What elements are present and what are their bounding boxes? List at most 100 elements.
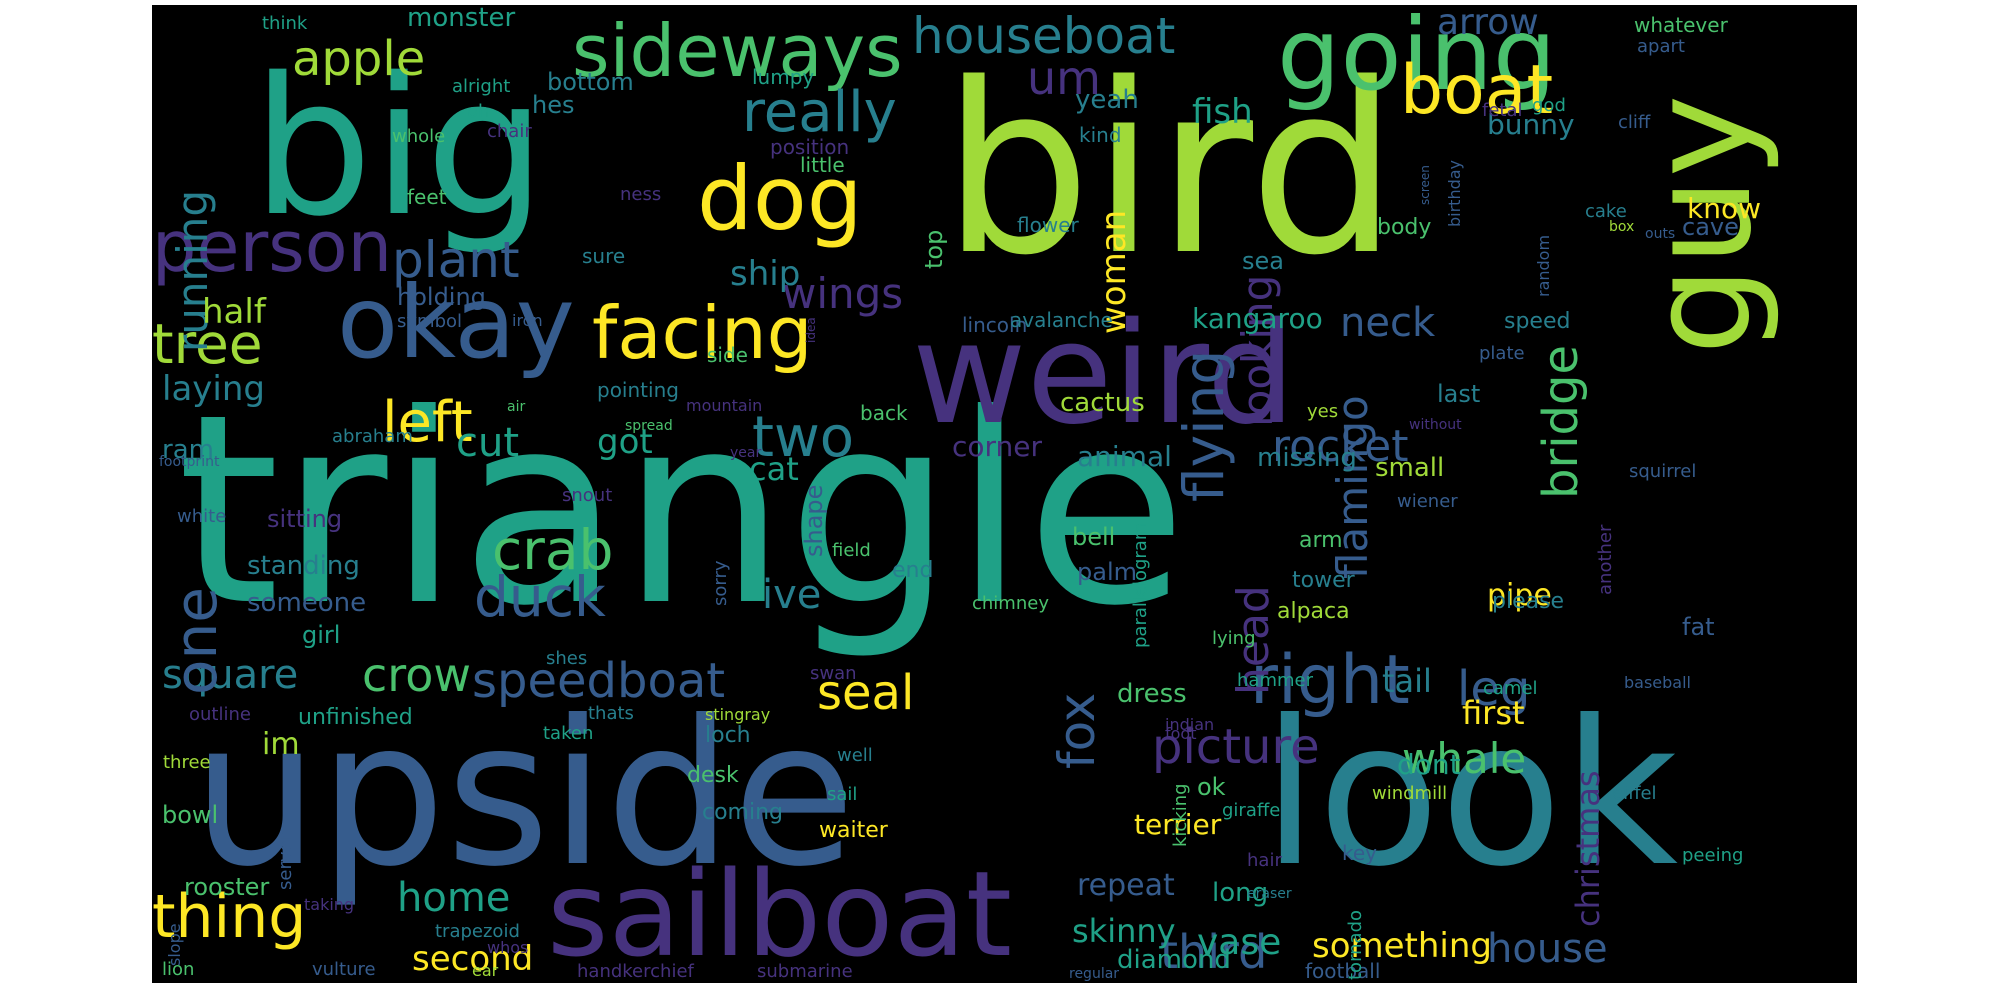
word-coming: coming	[702, 800, 784, 825]
word-terrier: terrier	[1134, 808, 1222, 841]
word-thats: thats	[588, 703, 634, 724]
word-birthday: birthday	[1445, 159, 1464, 227]
word-outline: outline	[189, 704, 251, 725]
word-houseboat: houseboat	[912, 7, 1176, 65]
word-ram: ram	[162, 435, 214, 465]
word-stingray: stingray	[705, 705, 771, 724]
word-christmas: christmas	[1569, 770, 1607, 927]
word-desk: desk	[687, 763, 739, 788]
word-camel: camel	[1483, 678, 1538, 699]
word-looking: looking	[1233, 274, 1282, 427]
word-trapezoid: trapezoid	[435, 921, 520, 942]
word-alright: alright	[452, 76, 511, 97]
word-know: know	[1687, 192, 1761, 225]
word-animal: animal	[1077, 440, 1172, 473]
word-god: god	[1532, 95, 1566, 116]
word-left: left	[382, 390, 473, 455]
word-person: person	[152, 206, 392, 288]
word-whale: whale	[1402, 734, 1527, 783]
word-well: well	[837, 745, 873, 766]
word-picture: picture	[1152, 719, 1320, 775]
word-oh: oh	[467, 101, 490, 122]
word-crab: crab	[492, 518, 614, 582]
word-arm: arm	[1299, 528, 1343, 553]
word-footprint: footprint	[159, 454, 220, 470]
word-vulture: vulture	[312, 959, 376, 980]
word-apart: apart	[1637, 36, 1685, 57]
word-avalanche: avalanche	[1010, 308, 1113, 332]
word-abraham: abraham	[332, 426, 413, 447]
word-little: little	[800, 153, 845, 177]
word-cat: cat	[749, 450, 799, 488]
word-wiener: wiener	[1397, 491, 1458, 512]
word-arrow: arrow	[1437, 5, 1539, 43]
word-position: position	[770, 135, 850, 159]
word-ok: ok	[1197, 773, 1226, 801]
word-box: box	[1609, 219, 1635, 235]
word-bottom: bottom	[547, 68, 634, 96]
word-idea: idea	[804, 317, 818, 343]
word-bell: bell	[1072, 523, 1116, 551]
word-okay: okay	[337, 264, 575, 381]
word-look: look	[1262, 678, 1679, 911]
word-sailboat: sailboat	[547, 845, 1013, 983]
word-last: last	[1437, 380, 1481, 408]
word-weird: weird	[912, 293, 1296, 456]
word-year: year	[730, 445, 762, 461]
word-cactus: cactus	[1060, 388, 1145, 418]
word-regular: regular	[1069, 966, 1120, 982]
word-really: really	[742, 80, 897, 145]
word-body: body	[1377, 215, 1432, 240]
word-rooster: rooster	[184, 873, 270, 901]
word-football: football	[1305, 959, 1381, 983]
word-hammer: hammer	[1237, 670, 1313, 691]
word-mountain: mountain	[686, 396, 763, 415]
word-vase: vase	[1197, 922, 1282, 963]
word-fetal: fetal	[1482, 100, 1523, 121]
word-upside: upside	[192, 678, 856, 911]
word-waiter: waiter	[819, 818, 888, 843]
word-sideways: sideways	[572, 9, 903, 93]
word-lion: lion	[162, 959, 195, 980]
word-dress: dress	[1117, 679, 1187, 709]
word-corner: corner	[952, 430, 1043, 463]
word-ship: ship	[730, 254, 801, 294]
word-wings: wings	[782, 269, 904, 318]
word-palm: palm	[1077, 558, 1137, 586]
word-shes: shes	[546, 648, 588, 669]
word-shape: shape	[800, 484, 828, 557]
word-laying: laying	[162, 369, 265, 409]
word-fish: fish	[1192, 92, 1253, 132]
word-neck: neck	[1340, 300, 1436, 346]
word-alpaca: alpaca	[1277, 599, 1350, 624]
word-long: long	[1212, 878, 1269, 908]
word-hair: hair	[1247, 850, 1282, 871]
word-missing: missing	[1257, 443, 1357, 473]
word-holding: holding	[397, 283, 486, 311]
word-dont: dont	[1397, 748, 1461, 781]
word-fat: fat	[1682, 613, 1715, 641]
word-seal: seal	[817, 665, 915, 721]
word-peeing: peeing	[1682, 845, 1744, 866]
word-think: think	[262, 13, 308, 34]
word-lumpy: lumpy	[752, 65, 815, 89]
word-eraser: eraser	[1247, 886, 1292, 902]
word-home: home	[397, 875, 511, 921]
word-pointing: pointing	[597, 378, 679, 402]
word-baseball: baseball	[1624, 673, 1691, 692]
word-duck: duck	[474, 565, 606, 629]
word-sea: sea	[1242, 247, 1284, 275]
word-cloud: triangle bird big upside look weird guy sailboa…	[152, 5, 1857, 983]
word-speedboat: speedboat	[472, 653, 726, 709]
word-sure: sure	[582, 244, 626, 268]
word-flying: flying	[1172, 349, 1236, 502]
word-fox: fox	[1048, 692, 1106, 769]
word-outs: outs	[1645, 226, 1676, 242]
word-server: server	[275, 833, 296, 890]
word-im: im	[262, 727, 300, 762]
word-submarine: submarine	[757, 961, 853, 982]
word-swan: swan	[810, 663, 857, 684]
word-key: key	[1342, 841, 1378, 865]
word-foot: foot	[1165, 724, 1197, 743]
word-loch: loch	[705, 723, 751, 748]
